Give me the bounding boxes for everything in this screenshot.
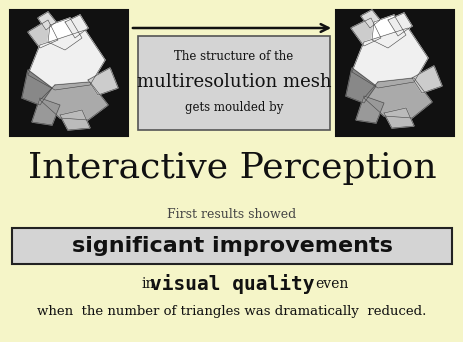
- Polygon shape: [28, 30, 105, 90]
- Text: visual quality: visual quality: [150, 274, 313, 294]
- Polygon shape: [345, 68, 375, 103]
- Text: even: even: [314, 277, 348, 291]
- Polygon shape: [48, 18, 82, 50]
- FancyBboxPatch shape: [335, 10, 453, 136]
- Text: gets moulded by: gets moulded by: [184, 102, 282, 115]
- Text: Interactive Perception: Interactive Perception: [28, 151, 435, 185]
- FancyBboxPatch shape: [12, 228, 451, 264]
- Text: multiresolution mesh: multiresolution mesh: [137, 73, 331, 91]
- Polygon shape: [351, 28, 427, 88]
- Text: The structure of the: The structure of the: [174, 50, 293, 63]
- Polygon shape: [60, 110, 90, 130]
- Text: when  the number of triangles was dramatically  reduced.: when the number of triangles was dramati…: [37, 305, 426, 318]
- Polygon shape: [355, 96, 383, 123]
- Polygon shape: [32, 98, 60, 125]
- Polygon shape: [363, 78, 431, 118]
- FancyBboxPatch shape: [138, 36, 329, 130]
- Polygon shape: [40, 82, 108, 120]
- Polygon shape: [22, 70, 52, 105]
- Polygon shape: [350, 18, 380, 46]
- Text: in: in: [141, 277, 155, 291]
- Polygon shape: [38, 12, 56, 30]
- Text: First results showed: First results showed: [167, 209, 296, 222]
- FancyBboxPatch shape: [10, 10, 128, 136]
- Polygon shape: [88, 68, 118, 95]
- Polygon shape: [65, 15, 88, 38]
- Polygon shape: [371, 15, 405, 48]
- Text: significant improvements: significant improvements: [71, 236, 392, 256]
- Polygon shape: [387, 13, 411, 36]
- Polygon shape: [411, 66, 441, 93]
- Polygon shape: [383, 108, 413, 128]
- Polygon shape: [28, 20, 58, 48]
- Polygon shape: [360, 10, 379, 28]
